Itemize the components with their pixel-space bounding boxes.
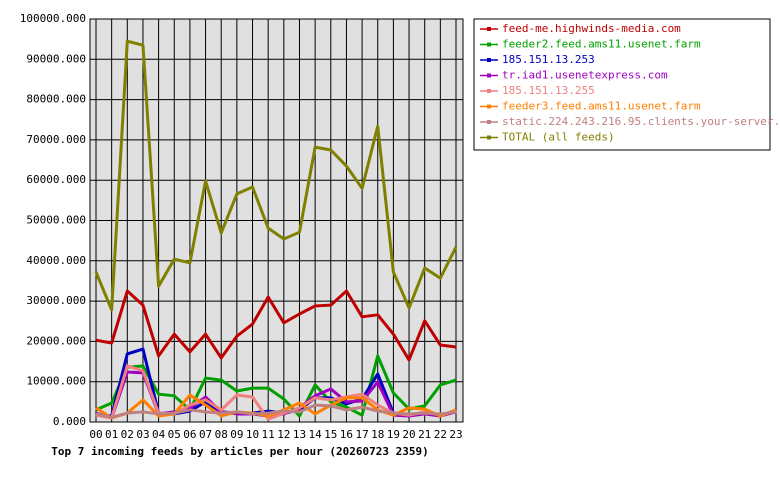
x-tick-label: 14 xyxy=(309,428,323,441)
x-tick-label: 03 xyxy=(136,428,149,441)
y-tick-label: 0.000 xyxy=(53,415,86,428)
legend-marker xyxy=(487,27,491,31)
y-tick-label: 50000.000 xyxy=(26,214,86,227)
x-tick-label: 23 xyxy=(449,428,462,441)
x-tick-label: 20 xyxy=(402,428,415,441)
x-tick-label: 22 xyxy=(434,428,447,441)
x-tick-label: 04 xyxy=(152,428,166,441)
x-tick-label: 01 xyxy=(105,428,118,441)
x-tick-label: 00 xyxy=(89,428,102,441)
y-tick-label: 90000.000 xyxy=(26,52,86,65)
x-tick-label: 11 xyxy=(262,428,275,441)
x-tick-label: 08 xyxy=(215,428,228,441)
x-tick-label: 18 xyxy=(371,428,384,441)
chart-title: Top 7 incoming feeds by articles per hou… xyxy=(51,445,429,458)
x-tick-label: 09 xyxy=(230,428,243,441)
x-tick-label: 15 xyxy=(324,428,337,441)
x-tick-label: 06 xyxy=(183,428,196,441)
y-tick-label: 40000.000 xyxy=(26,254,86,267)
legend-label: feeder3.feed.ams11.usenet.farm xyxy=(502,100,701,113)
y-tick-label: 100000.000 xyxy=(20,12,86,25)
legend-label: 185.151.13.255 xyxy=(502,84,595,97)
x-tick-label: 13 xyxy=(293,428,306,441)
legend-label: feed-me.highwinds-media.com xyxy=(502,22,681,35)
legend-marker xyxy=(487,42,491,47)
legend-marker xyxy=(487,104,491,109)
legend-label: 185.151.13.253 xyxy=(502,53,595,66)
y-tick-label: 20000.000 xyxy=(26,334,86,347)
y-tick-label: 10000.000 xyxy=(26,375,86,388)
x-tick-label: 19 xyxy=(387,428,400,441)
series-line xyxy=(95,354,457,418)
series-line xyxy=(94,39,458,312)
legend-label: tr.iad1.usenetexpress.com xyxy=(502,69,668,82)
x-tick-label: 05 xyxy=(168,428,181,441)
x-tick-label: 12 xyxy=(277,428,290,441)
x-tick-label: 02 xyxy=(121,428,134,441)
x-tick-label: 21 xyxy=(418,428,431,441)
y-tick-label: 30000.000 xyxy=(26,294,86,307)
y-tick-label: 80000.000 xyxy=(26,93,86,106)
y-tick-label: 60000.000 xyxy=(26,173,86,186)
x-tick-label: 10 xyxy=(246,428,259,441)
legend-marker xyxy=(487,120,491,124)
series-line xyxy=(95,289,457,362)
legend-marker xyxy=(487,58,491,62)
legend-box xyxy=(473,18,771,151)
legend-label: TOTAL (all feeds) xyxy=(502,131,615,144)
x-tick-label: 17 xyxy=(355,428,368,441)
legend-label: feeder2.feed.ams11.usenet.farm xyxy=(502,38,701,51)
series-line xyxy=(95,403,457,419)
plot-border xyxy=(89,18,464,423)
y-tick-label: 70000.000 xyxy=(26,133,86,146)
legend-marker xyxy=(487,135,491,140)
x-tick-label: 16 xyxy=(340,428,353,441)
x-tick-label: 07 xyxy=(199,428,212,441)
legend-marker xyxy=(487,73,491,78)
legend-label: static.224.243.216.95.clients.your-serve… xyxy=(502,115,780,128)
legend-marker xyxy=(487,89,491,93)
